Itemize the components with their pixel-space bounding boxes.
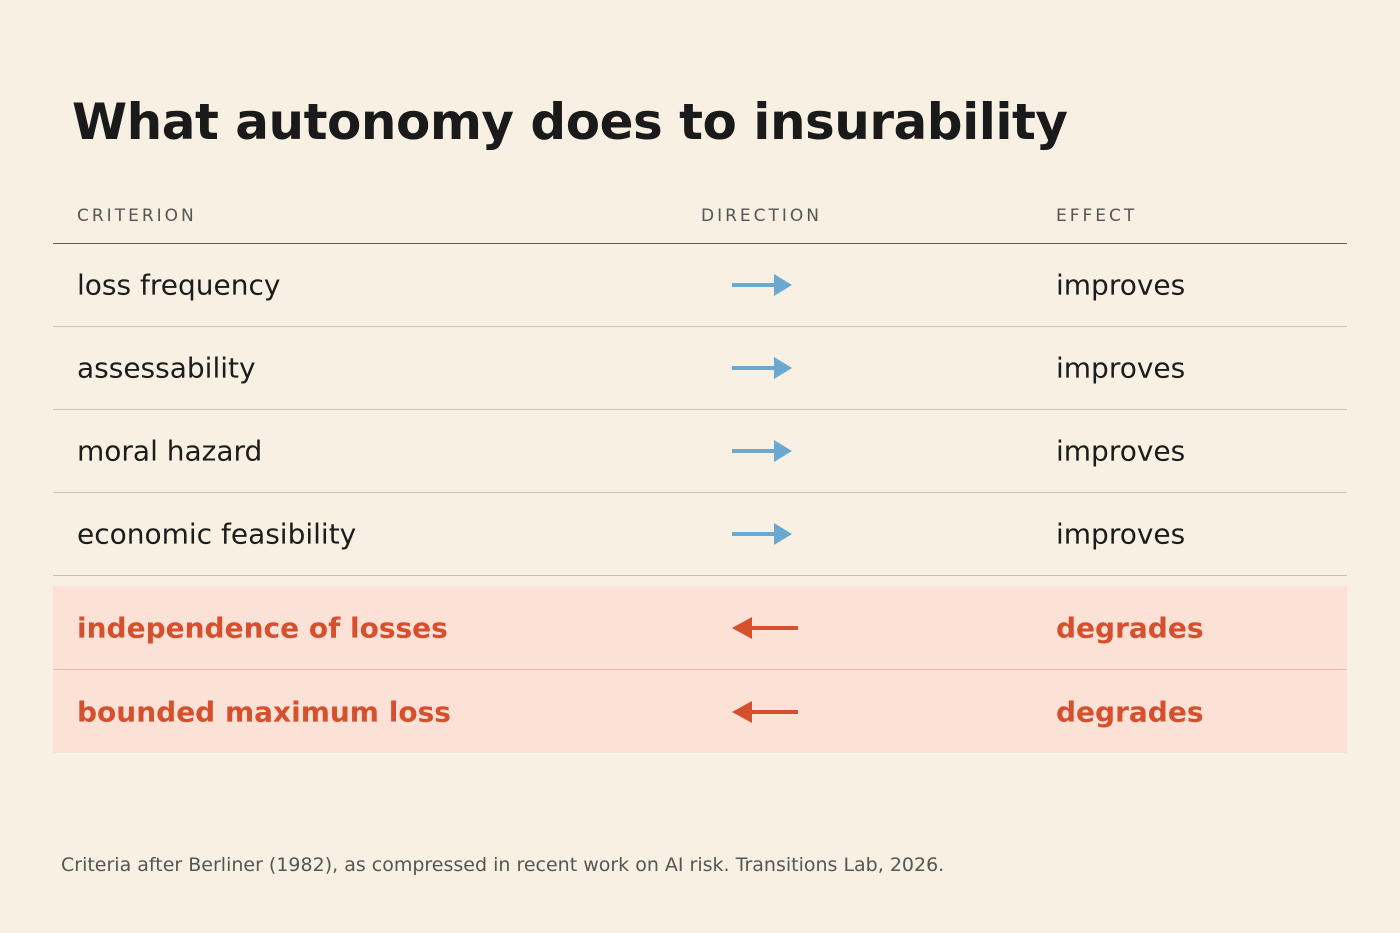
column-header-direction: DIRECTION [701,206,823,226]
insurability-table: CRITERION DIRECTION EFFECT loss frequenc… [53,190,1347,753]
effect-label: degrades [1056,611,1204,644]
table-row-degrade: bounded maximum loss degrades [53,670,1347,753]
table-row: moral hazard improves [53,410,1347,493]
left-arrow-icon [732,616,798,639]
right-arrow-icon [732,274,792,296]
effect-label: improves [1056,517,1186,551]
criterion-label: assessability [77,351,256,385]
table-header: CRITERION DIRECTION EFFECT [53,190,1347,244]
effect-label: degrades [1056,695,1204,728]
right-arrow-icon [732,523,792,545]
table-row: assessability improves [53,327,1347,410]
effect-label: improves [1056,434,1186,468]
criterion-label: moral hazard [77,434,263,468]
effect-label: improves [1056,268,1186,302]
criterion-label: independence of losses [77,611,448,644]
table-row: economic feasibility improves [53,493,1347,576]
table-row: loss frequency improves [53,244,1347,327]
page-title: What autonomy does to insurability [72,93,1068,151]
table-row-degrade: independence of losses degrades [53,586,1347,670]
right-arrow-icon [732,440,792,462]
column-header-criterion: CRITERION [77,206,197,226]
right-arrow-icon [732,357,792,379]
source-caption: Criteria after Berliner (1982), as compr… [61,854,945,876]
criterion-label: economic feasibility [77,517,357,551]
left-arrow-icon [732,700,798,723]
criterion-label: bounded maximum loss [77,695,451,728]
column-header-effect: EFFECT [1056,206,1138,226]
criterion-label: loss frequency [77,268,281,302]
effect-label: improves [1056,351,1186,385]
